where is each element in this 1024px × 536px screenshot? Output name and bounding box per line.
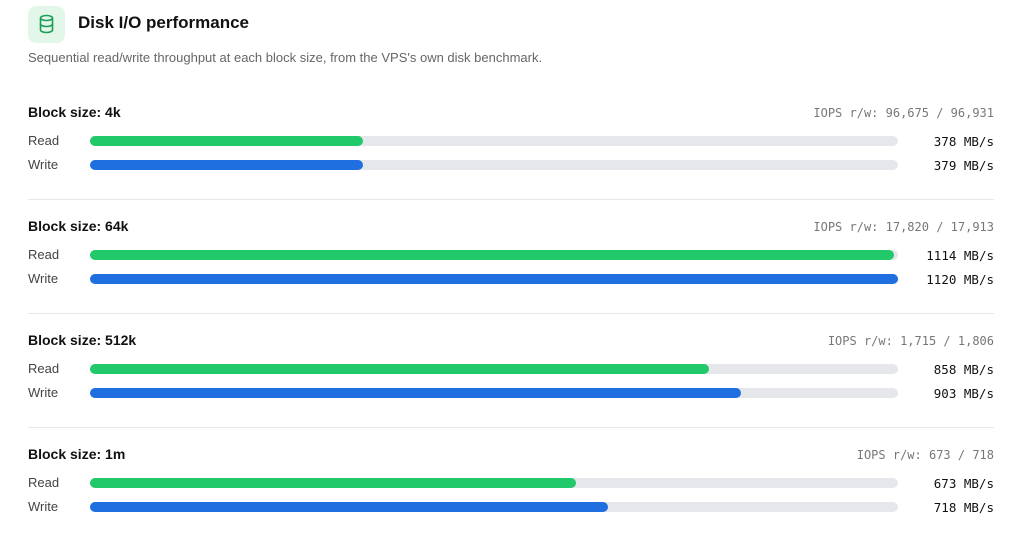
bar-track [90, 478, 898, 488]
bar-track [90, 136, 898, 146]
block-size-title: Block size: 512k [28, 332, 137, 348]
bar [90, 160, 364, 170]
iops-text: IOPS r/w: 96,675 / 96,931 [813, 106, 994, 120]
divider [28, 199, 994, 200]
iops-text: IOPS r/w: 1,715 / 1,806 [827, 334, 994, 348]
bar-track [90, 502, 898, 512]
block-size-title: Block size: 4k [28, 104, 121, 120]
divider [28, 427, 994, 428]
bar [90, 502, 608, 512]
value-label: 903 MB/s [933, 386, 994, 401]
bar [90, 274, 898, 284]
bar-track [90, 274, 898, 284]
block-size-title: Block size: 64k [28, 218, 129, 234]
row-label: Write [28, 385, 59, 400]
value-label: 673 MB/s [933, 476, 994, 491]
row-label: Read [28, 475, 60, 490]
iops-text: IOPS r/w: 17,820 / 17,913 [813, 220, 994, 234]
iops-text: IOPS r/w: 673 / 718 [856, 448, 994, 462]
row-label: Write [28, 157, 59, 172]
value-label: 379 MB/s [933, 158, 994, 173]
bar [90, 388, 742, 398]
bar-track [90, 388, 898, 398]
bar [90, 478, 576, 488]
database-icon [39, 14, 54, 34]
row-label: Read [28, 247, 60, 262]
bar [90, 364, 709, 374]
row-label: Write [28, 271, 59, 286]
bar [90, 250, 894, 260]
bar-track [90, 364, 898, 374]
subtitle: Sequential read/write throughput at each… [28, 50, 543, 65]
title: Disk I/O performance [78, 13, 250, 32]
divider [28, 313, 994, 314]
block-size-title: Block size: 1m [28, 446, 126, 462]
row-label: Read [28, 133, 60, 148]
value-label: 718 MB/s [933, 500, 994, 515]
value-label: 1114 MB/s [926, 248, 994, 263]
bar-track [90, 250, 898, 260]
row-label: Read [28, 361, 60, 376]
bar [90, 136, 363, 146]
value-label: 1120 MB/s [926, 272, 994, 287]
row-label: Write [28, 499, 59, 514]
icon [28, 6, 65, 43]
bar-track [90, 160, 898, 170]
value-label: 378 MB/s [933, 134, 994, 149]
value-label: 858 MB/s [933, 362, 994, 377]
